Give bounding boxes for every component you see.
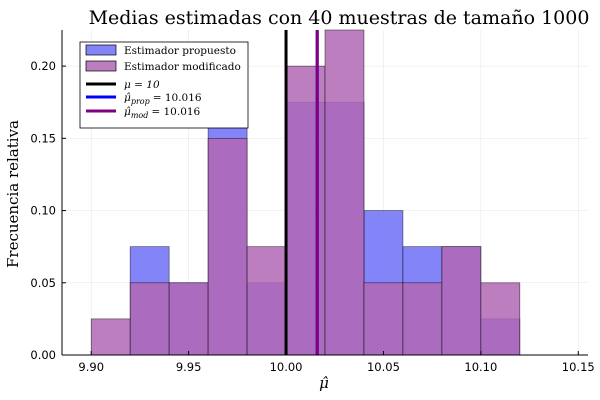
- x-tick-label-1: 9.95: [176, 360, 202, 374]
- legend-symbol: μ̂: [124, 92, 131, 104]
- legend-swatch-1: [85, 60, 117, 72]
- legend-value: = 10.016: [153, 92, 202, 104]
- plot-frame: [61, 30, 588, 356]
- bar-1-8: [402, 282, 443, 356]
- legend-symbol: μ̂: [124, 106, 131, 118]
- y-tick-label-2: 0.10: [30, 204, 56, 218]
- bars: [90, 29, 521, 356]
- bar-1-1: [129, 282, 170, 356]
- x-tick-label-3: 10.05: [367, 360, 400, 374]
- legend-line-label-0: μ = 10: [124, 79, 160, 91]
- x-tick-label-5: 10.15: [562, 360, 595, 374]
- bar-1-5: [285, 65, 326, 356]
- x-axis-label: μ̂: [319, 374, 329, 392]
- series-modificado: [90, 29, 521, 356]
- y-ticks: 0.00 0.05 0.10 0.15 0.20: [30, 59, 66, 362]
- legend-label-0: Estimador propuesto: [124, 45, 236, 57]
- y-tick-label-1: 0.05: [30, 276, 56, 290]
- legend-value: = 10.016: [151, 106, 200, 118]
- chart-title: Medias estimadas con 40 muestras de tama…: [89, 7, 590, 29]
- bar-1-4: [246, 246, 287, 356]
- x-ticks: 9.90 9.95 10.00 10.05 10.10 10.15: [78, 351, 595, 374]
- legend-swatch-0: [85, 44, 117, 56]
- x-tick-label-0: 9.90: [78, 360, 104, 374]
- legend-subscript: prop: [131, 97, 150, 106]
- y-axis-label: Frecuencia relativa: [4, 120, 22, 268]
- legend-subscript: mod: [131, 111, 149, 120]
- x-tick-label-2: 10.00: [270, 360, 303, 374]
- vertical-lines: [284, 30, 319, 355]
- legend-line-label-2: μ̂mod = 10.016: [124, 106, 201, 120]
- legend: Estimador propuesto Estimador modificado μ…: [79, 41, 249, 129]
- bar-1-0: [90, 318, 131, 356]
- bar-1-6: [324, 29, 365, 356]
- y-tick-label-0: 0.00: [30, 348, 56, 362]
- bar-1-2: [168, 282, 209, 356]
- legend-line-label-1: μ̂prop = 10.016: [124, 92, 202, 106]
- legend-label-1: Estimador modificado: [124, 61, 241, 73]
- bar-1-7: [363, 282, 404, 356]
- bar-1-10: [480, 282, 521, 356]
- y-tick-label-3: 0.15: [30, 131, 56, 145]
- y-tick-label-4: 0.20: [30, 59, 56, 73]
- x-tick-label-4: 10.10: [464, 360, 497, 374]
- bar-1-3: [207, 137, 248, 356]
- bar-1-9: [441, 246, 482, 356]
